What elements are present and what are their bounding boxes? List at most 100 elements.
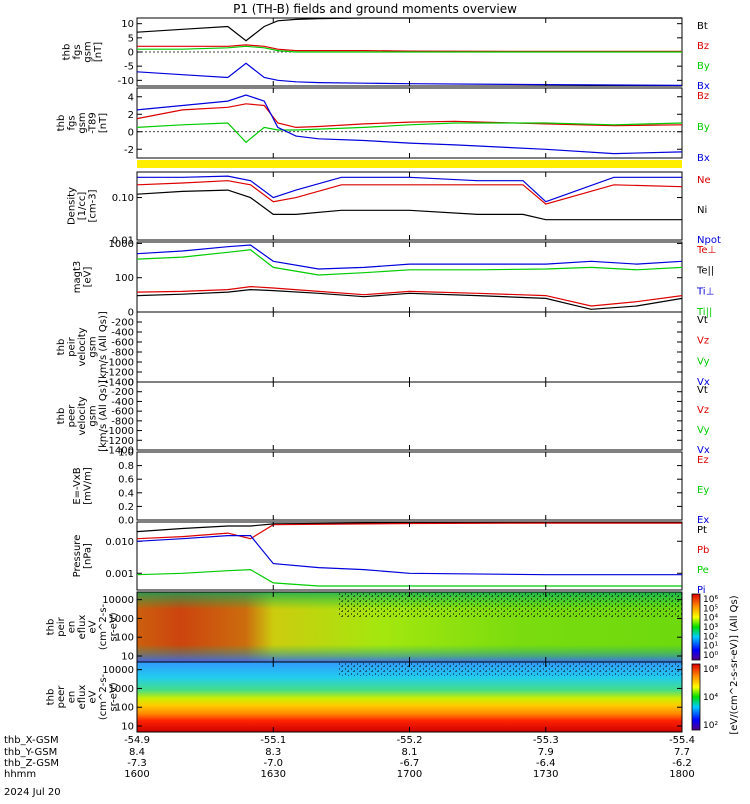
ylabel-line: en — [67, 691, 78, 704]
legend-entry: Bx — [697, 153, 710, 164]
ylabel-line: velocity — [77, 396, 88, 435]
legend-entry: Pi — [697, 585, 706, 596]
colorbar-tick: 10⁴ — [703, 693, 718, 703]
ylabel-line: [mV/m] — [82, 467, 93, 505]
ylabel-line: eflux — [77, 685, 88, 710]
xtick-label: -55.1 — [260, 735, 286, 746]
ylabel-line: [cm-3] — [88, 189, 99, 222]
legend-entry: Pb — [697, 545, 709, 556]
ytick-label: -600 — [111, 407, 134, 418]
panel-pressure: 0.010 0.001 Pressure [nPa] Pt Pb Pe Pi — [72, 521, 709, 596]
ylabel-line: magt3 — [72, 261, 83, 294]
colorbar-tick: 10⁶ — [703, 595, 718, 605]
ylabel-line: [eV] — [82, 267, 93, 288]
ylabel-line: [1/cc] — [77, 192, 88, 221]
ytick-label: 2 — [128, 110, 134, 121]
ylabel-line: thb — [46, 689, 57, 706]
legend-entry: Te|| — [696, 266, 714, 277]
colorbar-tick: 10¹ — [703, 642, 718, 652]
ylabel-line: velocity — [77, 327, 88, 366]
xtick-label: -54.9 — [124, 735, 150, 746]
ytick-label: 0 — [128, 127, 134, 138]
legend-entry: Bt — [697, 21, 708, 32]
ytick-label: 0.0 — [118, 516, 134, 527]
panel-density: 0.10 0.01 Density [1/cc] [cm-3] Ne Ni Npot — [67, 171, 721, 247]
xtick-label: 1600 — [124, 769, 149, 780]
series-line-By — [136, 122, 683, 144]
ylabel-line: thb — [46, 619, 57, 636]
ylabel-line: [nT] — [93, 42, 104, 62]
series-line-Pi — [136, 534, 682, 576]
series-line-Bx — [136, 94, 683, 155]
ylabel-line: eV — [88, 690, 99, 703]
series-line-By — [137, 45, 682, 53]
ytick-label: -10 — [118, 76, 134, 87]
ytick-label: -200 — [111, 387, 134, 398]
ytick-label: -200 — [111, 318, 134, 329]
colorbar — [691, 593, 701, 661]
ytick-label: -1400 — [105, 378, 134, 389]
xtick-label: -55.3 — [533, 735, 559, 746]
series-line-Bz — [137, 44, 682, 53]
xtick-label: -6.2 — [672, 758, 692, 769]
ylabel-line: [km/s (All Qs)] — [98, 311, 109, 383]
ytick-label: 10 — [121, 652, 134, 663]
ytick-label: -1200 — [105, 436, 134, 447]
ytick-label: 5 — [128, 33, 134, 44]
ytick-label: 0.01 — [112, 236, 134, 247]
legend-entry: By — [697, 122, 710, 133]
xtick-label: -7.3 — [127, 758, 147, 769]
colorbar-tick: 10⁸ — [703, 665, 718, 675]
ylabel-line: thb — [56, 408, 67, 425]
ytick-label: 0.8 — [118, 461, 134, 472]
ytick-label: -400 — [111, 328, 134, 339]
xtick-label: 8.1 — [402, 747, 418, 758]
xtick-label: -55.4 — [669, 735, 695, 746]
panel-peir-spectrogram: 10000 1000 100 10 thb peir en eflux eV (cm^2-s-sr… — [46, 591, 683, 663]
panel-frame — [136, 451, 683, 521]
series-line-Bt — [136, 17, 682, 42]
ylabel-line: peer — [56, 685, 67, 709]
ylabel-line: sr-eV) — [109, 682, 120, 711]
ytick-label: 10 — [121, 722, 134, 733]
series-line-Te|| — [136, 288, 683, 310]
legend-entry: Vx — [697, 445, 710, 456]
ytick-label: 100 — [115, 703, 134, 714]
ytick-label: 0 — [128, 378, 134, 389]
ytick-label: 0.4 — [118, 488, 134, 499]
xaxis-row-label: hhmm — [4, 769, 36, 780]
panel-efield: 1.0 0.8 0.6 0.4 0.2 0.0 E=-VxB [mV/m] Ez Ey Ex — [72, 448, 710, 527]
ytick-label: 0 — [128, 308, 134, 319]
ytick-label: 1000 — [109, 239, 134, 250]
ylabel-line: [km/s (All Qs)] — [98, 380, 109, 452]
panel-fgs-gsm-t89: 4 2 0 -2 thb fgs gsm -T89 [nT] Bz By Bx — [56, 87, 710, 164]
ytick-label: -5 — [124, 62, 134, 73]
ytick-label: -2 — [124, 145, 134, 156]
legend-entry: Pt — [697, 525, 707, 536]
legend-entry: Npot — [697, 235, 721, 246]
xtick-label: 8.4 — [129, 747, 145, 758]
date-label: 2024 Jul 20 — [4, 787, 61, 798]
ytick-label: -1000 — [105, 358, 134, 369]
xaxis-row-label: thb_X-GSM — [4, 735, 59, 746]
ylabel-line: peer — [67, 404, 78, 428]
legend-entry: Vt — [697, 385, 708, 396]
ylabel-line: thb — [56, 115, 67, 132]
xaxis-row-label: thb_Z-GSM — [4, 758, 59, 769]
colorbar-tick: 10² — [703, 632, 718, 642]
legend-entry: Vx — [697, 377, 710, 388]
ylabel-line: sr-eV) — [109, 612, 120, 641]
ytick-label: 0.2 — [118, 502, 134, 513]
series-line-Ti⊥ — [136, 244, 683, 270]
legend-entry: Vt — [697, 315, 708, 326]
xtick-label: -55.2 — [397, 735, 423, 746]
panel-frame — [136, 241, 683, 313]
legend-entry: By — [697, 61, 710, 72]
xtick-label: -6.4 — [536, 758, 556, 769]
ytick-label: 10000 — [102, 665, 134, 676]
spectrogram-noise — [337, 592, 682, 617]
legend-entry: Vy — [697, 425, 710, 436]
